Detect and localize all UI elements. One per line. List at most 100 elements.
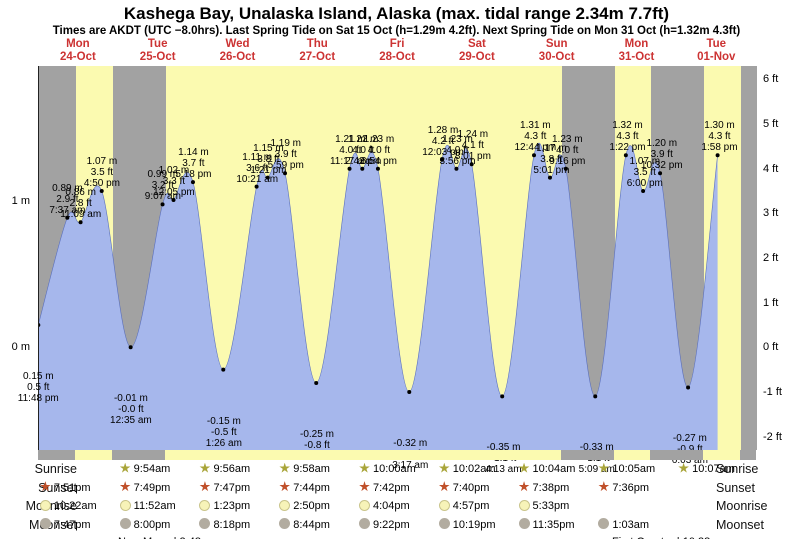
moonset-icon bbox=[598, 518, 609, 529]
moonrise-time-label: 2:50pm bbox=[293, 500, 330, 512]
tide-data-point-8 bbox=[221, 368, 225, 372]
day-label-30-Oct: Sun 30-Oct bbox=[517, 38, 597, 64]
event-column-day-8: 10:07am bbox=[678, 460, 758, 534]
tide-data-point-16 bbox=[407, 390, 411, 394]
day-label-29-Oct: Sat 29-Oct bbox=[437, 38, 517, 64]
sunset-time-label: 7:38pm bbox=[533, 482, 570, 494]
moonset-item-day-1: 8:00pm bbox=[120, 516, 200, 535]
tide-data-point-5 bbox=[161, 202, 165, 206]
moonset-icon bbox=[279, 518, 290, 529]
sunset-icon bbox=[519, 481, 530, 492]
moonrise-item-day-3: 2:50pm bbox=[279, 497, 359, 516]
sunset-time-label: 7:44pm bbox=[293, 482, 330, 494]
tide-point-label-3: 1.07 m 3.5 ft 4:50 pm bbox=[84, 156, 120, 189]
bottom-day-band bbox=[202, 450, 255, 460]
sunrise-icon bbox=[359, 463, 370, 474]
bottom-day-band bbox=[165, 450, 202, 460]
tide-point-label-15: 1.23 m 4.0 ft 6:54 pm bbox=[361, 134, 397, 167]
event-column-day-0: 7:51pm 10:22am 7:47pm bbox=[40, 460, 120, 534]
tide-point-label-2: 0.86 m 2.8 ft 11:09 am bbox=[60, 187, 101, 220]
sunrise-item-day-4: 10:00am bbox=[359, 460, 439, 479]
event-column-day-5: 10:02am 7:40pm 4:57pm 10:19pm bbox=[439, 460, 519, 534]
bottom-day-band bbox=[434, 450, 471, 460]
tide-point-label-27: 1.20 m 3.9 ft 10:32 pm bbox=[641, 138, 683, 171]
sunset-time-label: 7:47pm bbox=[213, 482, 250, 494]
tide-data-point-13 bbox=[348, 167, 352, 171]
moonrise-item-day-2: 1:23pm bbox=[199, 497, 279, 516]
sunset-item-day-8 bbox=[678, 479, 758, 498]
day-label-26-Oct: Wed 26-Oct bbox=[198, 38, 278, 64]
moonrise-item-day-6: 5:33pm bbox=[519, 497, 599, 516]
event-column-day-7: 10:05am 7:36pm 1:03am bbox=[598, 460, 678, 534]
sunrise-item-day-6: 10:04am bbox=[519, 460, 599, 479]
tide-chart-page: Kashega Bay, Unalaska Island, Alaska (ma… bbox=[0, 0, 793, 539]
moonset-icon bbox=[519, 518, 530, 529]
moonset-time-label: 8:00pm bbox=[134, 519, 171, 531]
moonrise-item-day-1: 11:52am bbox=[120, 497, 200, 516]
sunrise-time-label: 10:05am bbox=[612, 463, 655, 475]
sunset-time-label: 7:51pm bbox=[54, 482, 91, 494]
sunrise-icon bbox=[199, 463, 210, 474]
sunset-icon bbox=[199, 481, 210, 492]
moonset-item-day-6: 11:35pm bbox=[519, 516, 599, 535]
sunrise-time-label: 9:56am bbox=[213, 463, 250, 475]
day-label-27-Oct: Thu 27-Oct bbox=[277, 38, 357, 64]
bottom-day-night-strip bbox=[38, 450, 756, 460]
moonset-item-day-8 bbox=[678, 516, 758, 535]
sunrise-item-day-1: 9:54am bbox=[120, 460, 200, 479]
sunrise-icon bbox=[439, 463, 450, 474]
sunset-time-label: 7:36pm bbox=[612, 482, 649, 494]
sunrise-icon bbox=[678, 463, 689, 474]
moonrise-time-label: 4:04pm bbox=[373, 500, 410, 512]
tide-data-point-20 bbox=[500, 394, 504, 398]
moonset-time-label: 1:03am bbox=[612, 519, 649, 531]
bottom-day-band bbox=[471, 450, 524, 460]
sunrise-item-day-3: 9:58am bbox=[279, 460, 359, 479]
day-label-01-Nov: Tue 01-Nov bbox=[676, 38, 756, 64]
tide-point-label-23: 1.23 m 4.0 ft 9:16 pm bbox=[549, 134, 585, 167]
bottom-day-band bbox=[255, 450, 292, 460]
moonset-time-label: 7:47pm bbox=[54, 519, 91, 531]
sunset-time-label: 7:49pm bbox=[134, 482, 171, 494]
moonrise-icon bbox=[279, 500, 290, 511]
tide-point-label-11: 1.19 m 3.9 ft 5:59 pm bbox=[268, 138, 304, 171]
bottom-day-band bbox=[381, 450, 434, 460]
sunset-item-day-4: 7:42pm bbox=[359, 479, 439, 498]
moonrise-icon bbox=[120, 500, 131, 511]
sunrise-time-label: 10:07am bbox=[692, 463, 735, 475]
day-label-28-Oct: Fri 28-Oct bbox=[357, 38, 437, 64]
moonset-time-label: 9:22pm bbox=[373, 519, 410, 531]
moonset-icon bbox=[359, 518, 370, 529]
sunrise-item-day-2: 9:56am bbox=[199, 460, 279, 479]
moonset-time-label: 11:35pm bbox=[533, 519, 575, 531]
sunrise-item-day-7: 10:05am bbox=[598, 460, 678, 479]
sunrise-item-day-5: 10:02am bbox=[439, 460, 519, 479]
y-axis-feet-tick: 3 ft bbox=[763, 207, 778, 219]
bottom-night-band bbox=[38, 450, 75, 460]
sunset-item-day-6: 7:38pm bbox=[519, 479, 599, 498]
y-axis-meter-tick: 1 m bbox=[12, 195, 30, 207]
chart-title: Kashega Bay, Unalaska Island, Alaska (ma… bbox=[0, 0, 793, 24]
bottom-day-band bbox=[524, 450, 561, 460]
day-label-24-Oct: Mon 24-Oct bbox=[38, 38, 118, 64]
tide-data-point-24 bbox=[593, 394, 597, 398]
y-axis-feet-tick: -2 ft bbox=[763, 431, 782, 443]
sunrise-item-day-8: 10:07am bbox=[678, 460, 758, 479]
event-column-day-2: 9:56am 7:47pm 1:23pm 8:18pm bbox=[199, 460, 279, 534]
y-axis-meter-tick: 0 m bbox=[12, 341, 30, 353]
sunrise-icon bbox=[598, 463, 609, 474]
tide-data-point-26 bbox=[641, 189, 645, 193]
sunset-item-day-5: 7:40pm bbox=[439, 479, 519, 498]
day-label-31-Oct: Mon 31-Oct bbox=[597, 38, 677, 64]
moonset-item-day-4: 9:22pm bbox=[359, 516, 439, 535]
tide-plot-area: 0.15 m 0.5 ft 11:48 pm 0.89 m 2.9 ft 7:37… bbox=[38, 66, 756, 450]
tide-data-point-28 bbox=[686, 386, 690, 390]
event-column-day-6: 10:04am 7:38pm 5:33pm 11:35pm bbox=[519, 460, 599, 534]
tide-data-point-22 bbox=[548, 176, 552, 180]
sunset-icon bbox=[359, 481, 370, 492]
moonrise-time-label: 10:22am bbox=[54, 500, 97, 512]
y-axis-feet-tick: 4 ft bbox=[763, 163, 778, 175]
bottom-day-band bbox=[703, 450, 740, 460]
bottom-day-band bbox=[344, 450, 381, 460]
y-axis-feet-tick: 0 ft bbox=[763, 341, 778, 353]
